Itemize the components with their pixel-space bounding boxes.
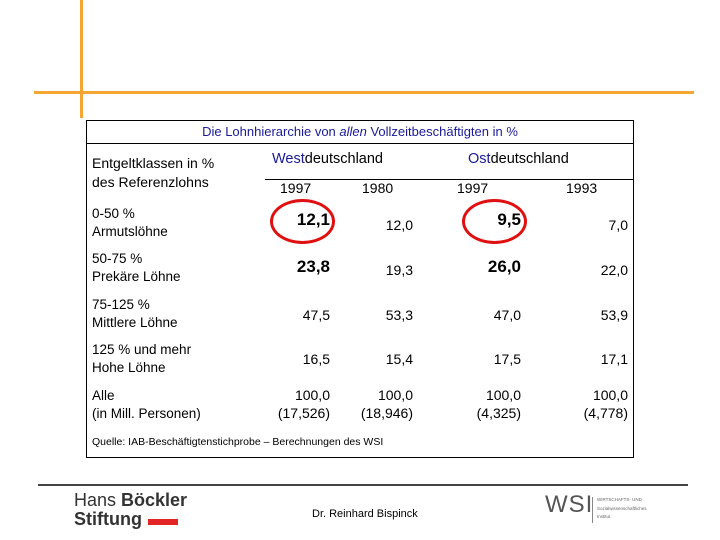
table-title: Die Lohnhierarchie von allen Vollzeitbes… bbox=[86, 120, 634, 144]
table-cell: 16,5 bbox=[302, 351, 330, 367]
table-cell: 9,5 bbox=[497, 210, 521, 229]
year-west-1997: 1997 bbox=[280, 180, 312, 196]
table-cell: 12,0 bbox=[385, 217, 413, 233]
row-range: 0-50 % bbox=[92, 206, 135, 221]
table-cell: 17,1 bbox=[600, 351, 628, 367]
table-cell-count: (17,526) bbox=[277, 405, 330, 421]
decorative-horizontal-line bbox=[34, 91, 694, 94]
table-cell: 22,0 bbox=[600, 262, 628, 278]
table-cell: 100,0 bbox=[377, 387, 413, 403]
row-range: Alle bbox=[92, 388, 115, 403]
source-note: Quelle: IAB-Beschäftigtenstichprobe – Be… bbox=[92, 436, 384, 448]
section-header-west: Westdeutschland bbox=[272, 151, 383, 167]
row-name: Armutslöhne bbox=[92, 224, 168, 239]
row-range: 75-125 % bbox=[92, 297, 150, 312]
table-cell: 19,3 bbox=[385, 262, 413, 278]
row-name: Prekäre Löhne bbox=[92, 269, 181, 284]
highlight-circle-east bbox=[462, 199, 527, 244]
year-east-1997: 1997 bbox=[457, 180, 489, 196]
highlight-circle-west bbox=[270, 199, 335, 244]
hans-boeckler-logo: Hans Böckler Stiftung bbox=[74, 490, 188, 529]
section-header-east: Ostdeutschland bbox=[468, 151, 569, 167]
table-cell: 100,0 bbox=[485, 387, 521, 403]
row-name: (in Mill. Personen) bbox=[92, 406, 201, 421]
row-name: Hohe Löhne bbox=[92, 360, 166, 375]
row-name: Mittlere Löhne bbox=[92, 315, 178, 330]
table-cell: 53,9 bbox=[600, 307, 628, 323]
year-east-1993: 1993 bbox=[566, 180, 598, 196]
table-cell-count: (18,946) bbox=[360, 405, 413, 421]
table-cell: 47,5 bbox=[302, 307, 330, 323]
table-cell: 17,5 bbox=[493, 351, 521, 367]
author-name: Dr. Reinhard Bispinck bbox=[312, 508, 418, 520]
table-cell: 12,1 bbox=[296, 210, 330, 229]
table-cell-count: (4,778) bbox=[583, 405, 628, 421]
row-range: 50-75 % bbox=[92, 251, 143, 266]
table-cell: 23,8 bbox=[296, 257, 330, 276]
footer-divider bbox=[38, 484, 688, 486]
table-cell: 53,3 bbox=[385, 307, 413, 323]
table-cell: 100,0 bbox=[592, 387, 628, 403]
row-range: 125 % und mehr bbox=[92, 342, 192, 357]
table-cell: 7,0 bbox=[608, 217, 628, 233]
wsi-logo: WSI WIRTSCHAFTS- UND Sozialwissenschaftl… bbox=[545, 493, 695, 529]
decorative-vertical-line bbox=[80, 0, 83, 118]
table-cell-count: (4,325) bbox=[476, 405, 521, 421]
table-cell: 47,0 bbox=[493, 307, 521, 323]
table-cell: 100,0 bbox=[294, 387, 330, 403]
header-underline bbox=[265, 179, 634, 180]
year-west-1980: 1980 bbox=[362, 180, 394, 196]
header-label-line-1: Entgeltklassen in % bbox=[92, 155, 215, 171]
table-frame bbox=[86, 120, 634, 458]
header-label-line-2: des Referenzlohns bbox=[92, 174, 209, 190]
table-cell: 26,0 bbox=[487, 257, 521, 276]
table-cell: 15,4 bbox=[385, 351, 413, 367]
